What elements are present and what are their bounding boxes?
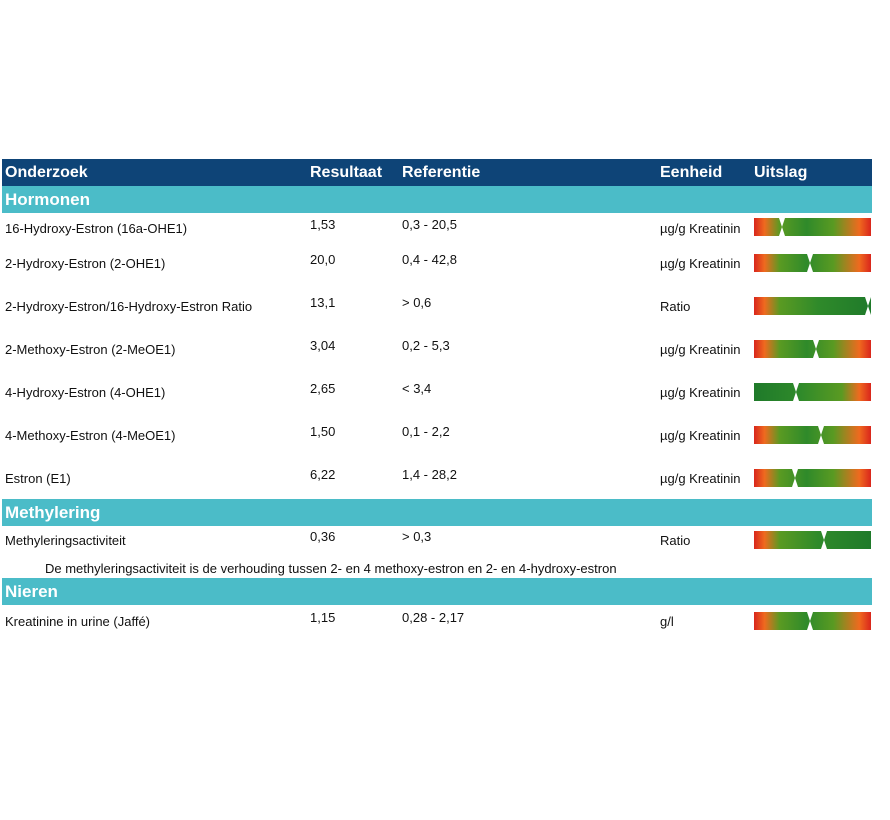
table-row: 2-Methoxy-Estron (2-MeOE1) 3,04 0,2 - 5,3 µ… <box>2 327 872 370</box>
scale-gradient <box>754 382 871 401</box>
result-scale-bar <box>754 425 871 444</box>
scale-gradient <box>754 425 871 444</box>
header-test: Onderzoek <box>5 163 88 181</box>
result-scale-bar <box>754 296 871 315</box>
result-scale-bar <box>754 253 871 272</box>
result-scale-bar <box>754 218 871 236</box>
result-value: 6,22 <box>310 467 336 482</box>
header-unit: Eenheid <box>660 163 723 181</box>
scale-gradient <box>754 218 871 236</box>
test-name: 4-Hydroxy-Estron (4-OHE1) <box>5 385 166 400</box>
unit: µg/g Kreatinin <box>660 428 741 443</box>
result-scale-bar <box>754 611 871 630</box>
reference-range: 0,1 - 2,2 <box>402 424 450 439</box>
table-row: 2-Hydroxy-Estron/16-Hydroxy-Estron Ratio… <box>2 284 872 327</box>
unit: µg/g Kreatinin <box>660 256 741 271</box>
header-result: Resultaat <box>310 163 383 181</box>
lab-report-table: Onderzoek Resultaat Referentie Eenheid U… <box>2 159 872 636</box>
reference-range: 0,3 - 20,5 <box>402 216 457 232</box>
scale-gradient <box>754 253 871 272</box>
result-scale-bar <box>754 468 871 487</box>
result-value: 1,15 <box>310 610 336 625</box>
table-row: Kreatinine in urine (Jaffé) 1,15 0,28 - 2,… <box>2 605 872 636</box>
reference-range: 0,2 - 5,3 <box>402 338 450 353</box>
unit: µg/g Kreatinin <box>660 342 741 357</box>
result-value: 1,53 <box>310 216 336 232</box>
reference-range: 0,4 - 42,8 <box>402 252 457 267</box>
result-marker-icon <box>779 218 786 236</box>
result-marker-icon <box>793 382 800 401</box>
result-value: 13,1 <box>310 295 336 310</box>
result-marker-icon <box>865 296 871 315</box>
reference-range: > 0,6 <box>402 295 432 310</box>
section-note: De methyleringsactiviteit is de verhoudi… <box>45 561 617 576</box>
unit: Ratio <box>660 533 691 548</box>
section-methylering: Methylering <box>2 499 872 526</box>
test-name: Methyleringsactiviteit <box>5 533 126 548</box>
reference-range: 1,4 - 28,2 <box>402 467 457 482</box>
scale-gradient <box>754 468 871 487</box>
table-header: Onderzoek Resultaat Referentie Eenheid U… <box>2 159 872 186</box>
table-row: 4-Methoxy-Estron (4-MeOE1) 1,50 0,1 - 2,2 µ… <box>2 413 872 456</box>
result-value: 20,0 <box>310 252 336 267</box>
test-name: 2-Hydroxy-Estron/16-Hydroxy-Estron Ratio <box>5 299 253 314</box>
result-value: 2,65 <box>310 381 336 396</box>
test-name: 16-Hydroxy-Estron (16a-OHE1) <box>5 220 188 236</box>
unit: µg/g Kreatinin <box>660 220 741 236</box>
result-value: 1,50 <box>310 424 336 439</box>
test-name: Estron (E1) <box>5 471 71 486</box>
table-row: 16-Hydroxy-Estron (16a-OHE1) 1,53 0,3 - 20… <box>2 213 872 241</box>
reference-range: 0,28 - 2,17 <box>402 610 465 625</box>
table-row: 2-Hydroxy-Estron (2-OHE1) 20,0 0,4 - 42,8 µ… <box>2 241 872 284</box>
section-hormonen: Hormonen <box>2 186 872 213</box>
header-outcome: Uitslag <box>754 163 808 181</box>
section-nieren: Nieren <box>2 578 872 605</box>
result-marker-icon <box>791 468 798 487</box>
result-value: 0,36 <box>310 529 336 544</box>
scale-gradient <box>754 611 871 630</box>
table-row: Methyleringsactiviteit 0,36 > 0,3 Ratio <box>2 526 872 553</box>
unit: Ratio <box>660 299 691 314</box>
result-marker-icon <box>807 253 814 272</box>
result-marker-icon <box>807 611 814 630</box>
scale-gradient <box>754 339 871 358</box>
result-marker-icon <box>817 425 824 444</box>
header-reference: Referentie <box>402 163 481 181</box>
table-row: 4-Hydroxy-Estron (4-OHE1) 2,65 < 3,4 µg/g K… <box>2 370 872 413</box>
test-name: Kreatinine in urine (Jaffé) <box>5 614 151 629</box>
test-name: 2-Hydroxy-Estron (2-OHE1) <box>5 256 166 271</box>
result-scale-bar <box>754 339 871 358</box>
test-name: 2-Methoxy-Estron (2-MeOE1) <box>5 342 176 357</box>
test-name: 4-Methoxy-Estron (4-MeOE1) <box>5 428 176 443</box>
reference-range: < 3,4 <box>402 381 432 396</box>
result-marker-icon <box>821 530 828 549</box>
unit: µg/g Kreatinin <box>660 471 741 486</box>
result-scale-bar <box>754 530 871 549</box>
scale-gradient <box>754 530 871 549</box>
result-scale-bar <box>754 382 871 401</box>
table-row: Estron (E1) 6,22 1,4 - 28,2 µg/g Kreatinin <box>2 456 872 499</box>
unit: g/l <box>660 614 674 629</box>
reference-range: > 0,3 <box>402 529 432 544</box>
result-value: 3,04 <box>310 338 336 353</box>
table-body: Hormonen 16-Hydroxy-Estron (16a-OHE1) 1,53… <box>2 186 872 636</box>
result-marker-icon <box>813 339 819 358</box>
unit: µg/g Kreatinin <box>660 385 741 400</box>
scale-gradient <box>754 296 871 315</box>
